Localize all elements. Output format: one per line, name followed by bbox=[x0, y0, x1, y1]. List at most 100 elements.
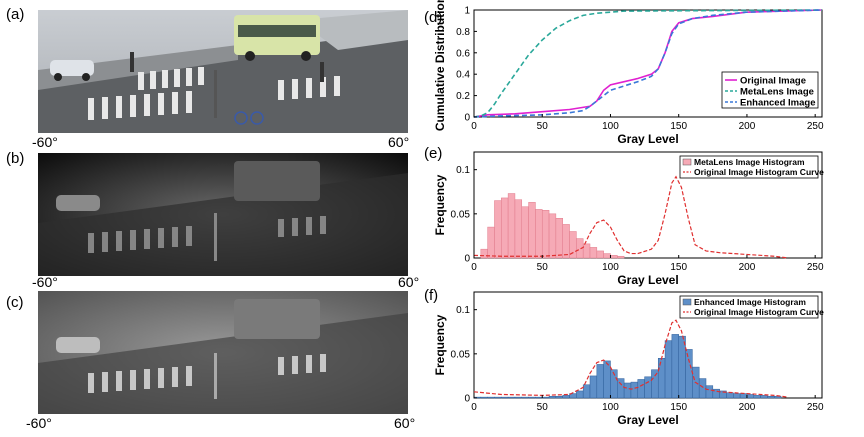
scene-image-color bbox=[38, 10, 408, 133]
hist-bar bbox=[760, 395, 768, 399]
hist-bar bbox=[664, 340, 673, 399]
x-tick-label: 250 bbox=[807, 262, 824, 273]
legend-box bbox=[721, 71, 819, 109]
hist-bar bbox=[555, 395, 563, 399]
x-tick-label: 100 bbox=[602, 402, 619, 413]
angle-label-right-a: 60° bbox=[388, 134, 410, 150]
hist-bar bbox=[501, 197, 509, 259]
panel-label-a: (a) bbox=[6, 6, 25, 23]
hist-bar bbox=[548, 395, 557, 399]
hist-bar bbox=[596, 250, 604, 259]
angle-label-left-a: -60° bbox=[32, 134, 58, 150]
y-tick-label: 0.8 bbox=[456, 27, 470, 38]
hist-bar bbox=[521, 206, 529, 259]
legend-label: Enhanced Image Histogram bbox=[694, 297, 806, 307]
x-axis-label: Gray Level bbox=[617, 413, 678, 427]
hist-bar bbox=[698, 378, 707, 399]
hist-bar bbox=[637, 379, 645, 399]
hist-bar bbox=[617, 378, 625, 399]
hist-bar bbox=[507, 193, 516, 259]
hist-bar bbox=[480, 396, 488, 399]
hist-bar bbox=[589, 247, 598, 259]
hist-bar bbox=[555, 218, 563, 259]
y-tick-label: 0 bbox=[464, 254, 470, 265]
y-tick-label: 0.6 bbox=[456, 48, 470, 59]
cdf-line-enhanced-image bbox=[473, 9, 823, 118]
hist-bar bbox=[603, 360, 611, 399]
hist-bar bbox=[705, 385, 714, 399]
legend-box bbox=[679, 295, 819, 319]
y-tick-label: 0.05 bbox=[451, 209, 471, 220]
legend-label: Original Image Histogram Curve bbox=[694, 167, 824, 177]
plot-content-d bbox=[473, 9, 823, 118]
hist-bar bbox=[535, 396, 543, 399]
y-tick-label: 0.4 bbox=[456, 70, 470, 81]
hist-bar bbox=[514, 396, 523, 399]
y-tick-label: 0.1 bbox=[456, 305, 470, 316]
x-tick-label: 0 bbox=[471, 402, 477, 413]
hist-bar bbox=[623, 382, 632, 399]
hist-bar bbox=[726, 392, 734, 399]
y-tick-label: 0.2 bbox=[456, 91, 470, 102]
panel-label-c: (c) bbox=[6, 294, 24, 311]
x-tick-label: 0 bbox=[471, 262, 477, 273]
hist-bar bbox=[548, 213, 557, 259]
hist-bar bbox=[603, 253, 611, 259]
x-tick-label: 250 bbox=[807, 121, 824, 132]
plot-content-f bbox=[473, 319, 788, 399]
legend-label: Original Image Histogram Curve bbox=[694, 307, 824, 317]
x-tick-label: 250 bbox=[807, 402, 824, 413]
hist-bar bbox=[487, 396, 495, 399]
panel-label-e: (e) bbox=[424, 145, 442, 162]
x-axis-label: Gray Level bbox=[617, 132, 678, 146]
hist-bar bbox=[678, 335, 686, 399]
x-tick-label: 200 bbox=[739, 121, 756, 132]
hist-bar bbox=[487, 226, 495, 259]
hist-bar bbox=[733, 393, 741, 399]
hist-bar bbox=[589, 375, 598, 399]
panel-label-d: (d) bbox=[424, 9, 442, 26]
y-axis-label: Cumulative Distribution bbox=[433, 0, 447, 131]
hist-bar bbox=[685, 349, 693, 399]
hist-bar bbox=[753, 395, 761, 399]
x-tick-label: 50 bbox=[537, 121, 549, 132]
angle-label-right-c: 60° bbox=[394, 415, 416, 431]
x-tick-label: 150 bbox=[670, 402, 687, 413]
legend-label: MetaLens Image Histogram bbox=[694, 157, 805, 167]
panel-label-b: (b) bbox=[6, 150, 25, 167]
hist-bar bbox=[617, 255, 625, 259]
angle-label-left-c: -60° bbox=[26, 415, 52, 431]
legend-swatch bbox=[682, 158, 692, 166]
angle-label-left-b: -60° bbox=[32, 274, 58, 290]
x-tick-label: 150 bbox=[670, 121, 687, 132]
hist-bar bbox=[541, 210, 550, 259]
x-axis-label: Gray Level bbox=[617, 273, 678, 287]
hist-bar bbox=[767, 395, 775, 399]
x-tick-label: 50 bbox=[537, 262, 549, 273]
hist-bar bbox=[562, 395, 570, 399]
x-tick-label: 150 bbox=[670, 262, 687, 273]
hist-bar bbox=[651, 369, 659, 399]
angle-label-right-b: 60° bbox=[398, 274, 420, 290]
legend-box bbox=[679, 155, 819, 179]
hist-bar bbox=[746, 394, 755, 399]
hist-bar bbox=[528, 202, 536, 259]
hist-bar bbox=[507, 396, 516, 399]
hist-bar bbox=[494, 200, 502, 259]
hist-bar bbox=[644, 376, 652, 399]
y-tick-label: 0.05 bbox=[451, 349, 471, 360]
y-axis-label: Frequency bbox=[433, 314, 447, 375]
panel-label-f: (f) bbox=[424, 287, 438, 304]
x-tick-label: 50 bbox=[537, 402, 549, 413]
x-tick-label: 100 bbox=[602, 262, 619, 273]
hist-bar bbox=[657, 358, 666, 399]
hist-bar bbox=[596, 364, 604, 399]
legend-label: Enhanced Image bbox=[740, 98, 816, 109]
scene-image-metalens bbox=[38, 153, 408, 276]
hist-bar bbox=[535, 209, 543, 259]
hist-bar bbox=[521, 396, 529, 399]
hist-bar bbox=[630, 381, 639, 399]
hist-bar bbox=[582, 243, 591, 259]
hist-bar bbox=[576, 390, 584, 399]
